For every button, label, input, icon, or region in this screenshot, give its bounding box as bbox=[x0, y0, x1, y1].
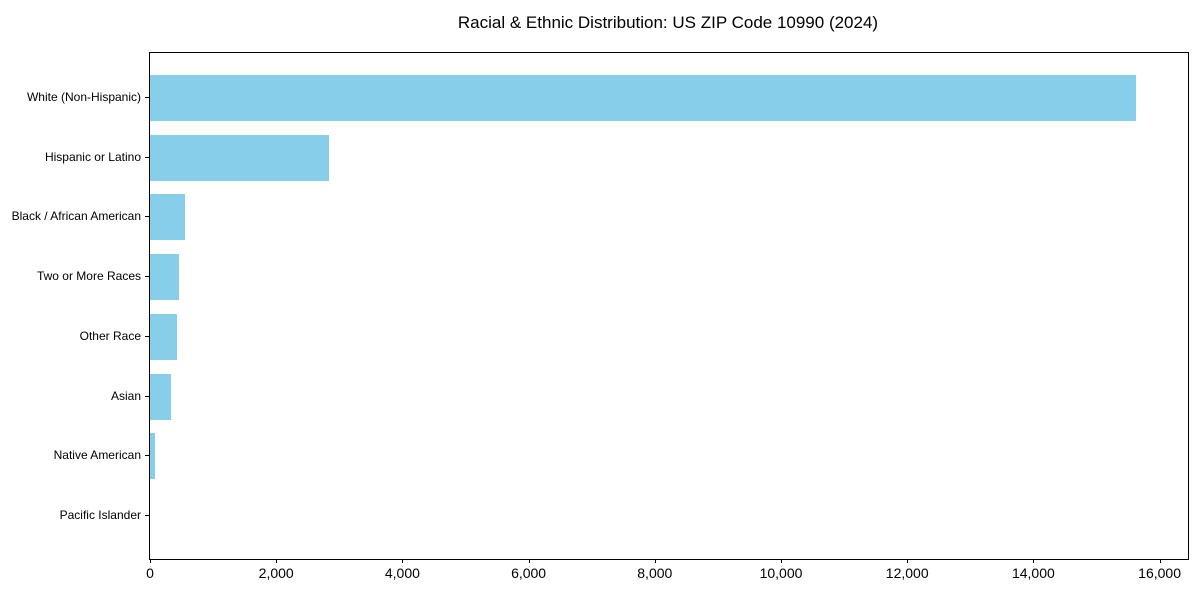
x-tick-label: 12,000 bbox=[885, 565, 929, 581]
y-tick-label: Hispanic or Latino bbox=[44, 149, 141, 164]
x-tick-label: 6,000 bbox=[511, 565, 547, 581]
bar bbox=[150, 134, 330, 181]
y-tick-mark bbox=[145, 335, 149, 337]
bar bbox=[150, 75, 1137, 121]
y-tick-mark bbox=[145, 97, 149, 98]
y-tick-mark bbox=[145, 216, 149, 218]
y-tick-label: Other Race bbox=[79, 328, 141, 343]
y-tick-label: Pacific Islander bbox=[59, 508, 141, 522]
y-tick-mark bbox=[145, 156, 149, 158]
y-tick-label: Native American bbox=[53, 448, 141, 463]
bar bbox=[150, 313, 177, 360]
x-tick-label: 0 bbox=[146, 565, 154, 581]
x-tick-mark bbox=[528, 559, 530, 563]
x-tick-mark bbox=[781, 559, 782, 563]
x-tick-label: 8,000 bbox=[637, 565, 673, 581]
x-tick-label: 14,000 bbox=[1011, 565, 1055, 581]
y-tick-label: Asian bbox=[110, 388, 141, 403]
x-tick-label: 4,000 bbox=[384, 565, 420, 581]
y-tick-mark bbox=[145, 455, 149, 457]
x-tick-mark bbox=[1033, 559, 1035, 563]
y-tick-label: Two or More Races bbox=[36, 269, 141, 284]
x-tick-mark bbox=[654, 559, 656, 563]
y-tick-label: White (Non-Hispanic) bbox=[26, 90, 141, 104]
y-tick-label: Black / African American bbox=[11, 209, 141, 224]
x-tick-label: 2,000 bbox=[258, 565, 294, 581]
x-tick-mark bbox=[402, 559, 404, 563]
x-tick-label: 16,000 bbox=[1138, 565, 1181, 581]
x-tick-label: 10,000 bbox=[759, 565, 803, 581]
y-tick-mark bbox=[145, 515, 149, 516]
bar bbox=[150, 254, 180, 301]
bar bbox=[150, 194, 186, 241]
bar bbox=[150, 433, 156, 480]
x-tick-mark bbox=[276, 559, 278, 563]
y-tick-mark bbox=[145, 395, 149, 397]
x-tick-mark bbox=[150, 559, 151, 563]
chart-title: Racial & Ethnic Distribution: US ZIP Cod… bbox=[457, 13, 879, 32]
plot-area bbox=[149, 52, 1189, 560]
bar bbox=[150, 373, 172, 420]
y-tick-mark bbox=[145, 276, 149, 278]
x-tick-mark bbox=[907, 559, 909, 563]
x-tick-mark bbox=[1159, 559, 1161, 563]
